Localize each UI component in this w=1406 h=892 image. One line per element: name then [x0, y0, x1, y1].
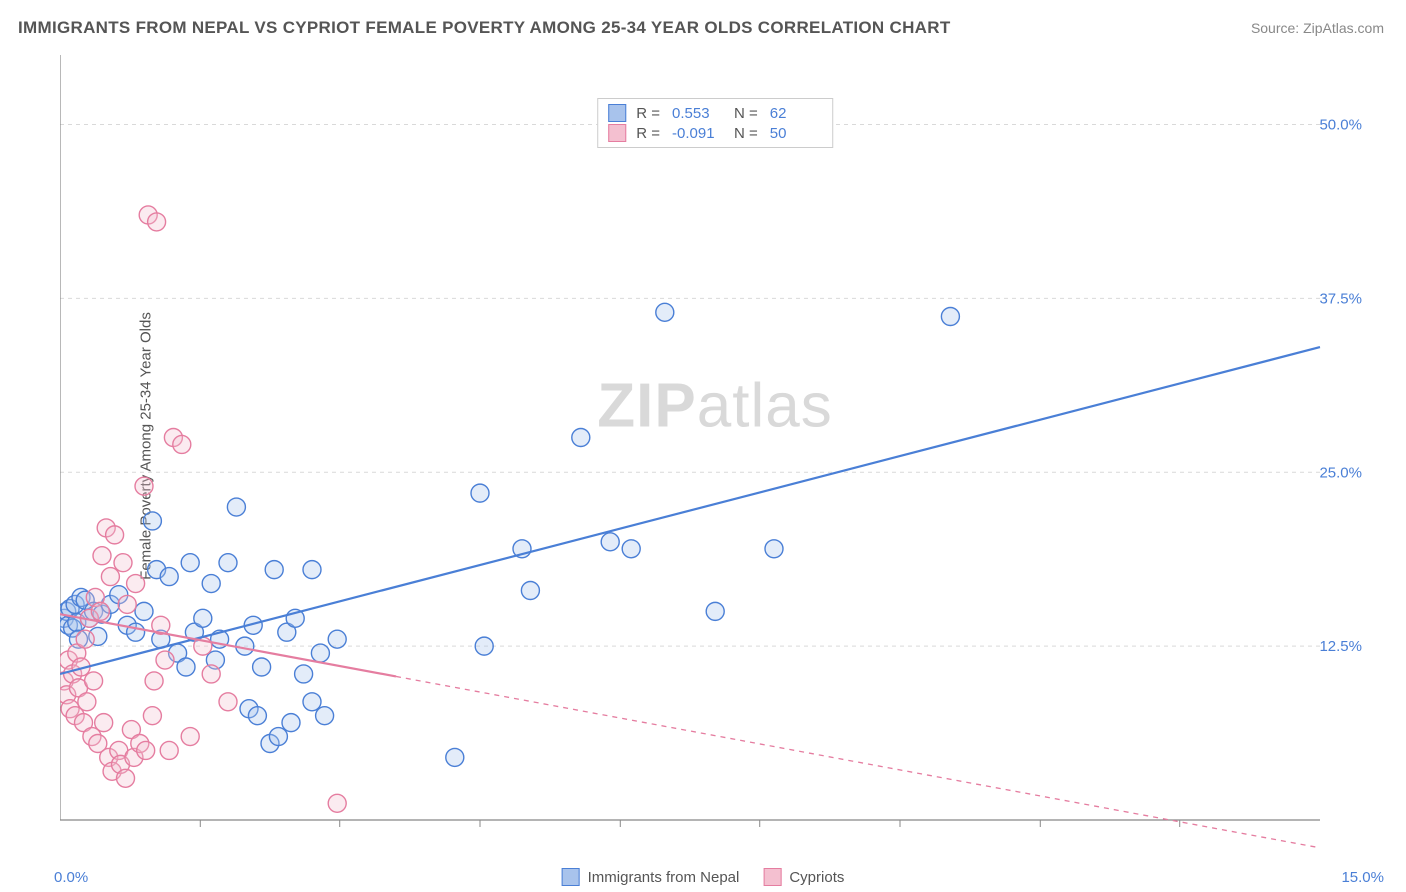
legend-row: R =-0.091N =50 — [608, 123, 822, 143]
chart-title: IMMIGRANTS FROM NEPAL VS CYPRIOT FEMALE … — [18, 18, 951, 38]
scatter-plot: 12.5% 25.0% 37.5% 50.0% — [60, 50, 1370, 860]
legend-row: R =0.553N =62 — [608, 103, 822, 123]
legend-correlation: R =0.553N =62R =-0.091N =50 — [597, 98, 833, 148]
legend-item: Immigrants from Nepal — [562, 868, 740, 886]
svg-text:25.0%: 25.0% — [1319, 464, 1362, 481]
legend-swatch — [763, 868, 781, 886]
svg-text:37.5%: 37.5% — [1319, 290, 1362, 307]
legend-label: Cypriots — [789, 869, 844, 886]
source-attr: Source: ZipAtlas.com — [1251, 20, 1384, 36]
legend-swatch — [608, 104, 626, 122]
legend-swatch — [562, 868, 580, 886]
legend-series: Immigrants from Nepal Cypriots — [562, 868, 845, 886]
svg-text:50.0%: 50.0% — [1319, 117, 1362, 134]
legend-label: Immigrants from Nepal — [588, 869, 740, 886]
legend-item: Cypriots — [763, 868, 844, 886]
svg-text:12.5%: 12.5% — [1319, 638, 1362, 655]
x-axis-max-label: 15.0% — [1341, 869, 1384, 886]
legend-swatch — [608, 124, 626, 142]
chart-area: ZIPatlas 12.5%25.0%37.5%50.0% R =0.553N … — [60, 50, 1370, 860]
x-axis-origin-label: 0.0% — [54, 869, 88, 886]
